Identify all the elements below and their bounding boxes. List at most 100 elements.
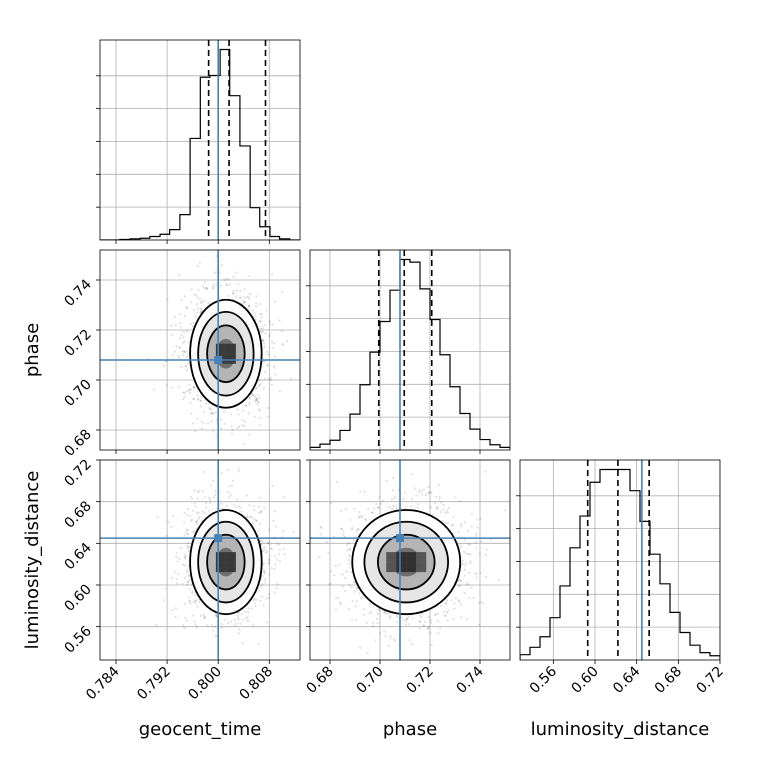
sample-point [227, 491, 230, 494]
sample-point [264, 332, 267, 335]
plot-area [100, 40, 300, 240]
sample-point [220, 418, 223, 421]
sample-point [479, 517, 482, 521]
sample-point [200, 420, 203, 423]
sample-point [179, 546, 182, 549]
sample-point [254, 387, 258, 390]
sample-point [347, 608, 350, 611]
sample-point [421, 493, 424, 496]
sample-point [342, 530, 345, 533]
sample-point [195, 293, 198, 297]
sample-point [196, 522, 199, 526]
panel-frame [309, 459, 511, 661]
contour-line [206, 533, 246, 591]
sample-point [267, 541, 270, 544]
sample-point [427, 625, 430, 628]
sample-point [354, 619, 358, 622]
sample-point [262, 604, 265, 607]
sample-point [359, 646, 362, 649]
sample-point [194, 623, 197, 626]
sample-point [215, 255, 218, 258]
sample-point [253, 601, 257, 605]
sample-point [447, 506, 450, 510]
sample-point [185, 619, 188, 622]
sample-point [193, 398, 196, 401]
sample-point [220, 471, 223, 475]
sample-point [196, 490, 200, 493]
sample-point [224, 618, 227, 621]
sample-point [454, 597, 457, 600]
sample-point [175, 582, 179, 585]
sample-point [347, 559, 351, 562]
sample-point [248, 403, 251, 406]
sample-point [213, 228, 215, 230]
sample-point [387, 644, 390, 647]
density-cell [225, 353, 236, 364]
sample-point [181, 341, 184, 344]
sample-point [429, 631, 432, 634]
sample-point [404, 623, 408, 626]
sample-point [183, 511, 186, 515]
sample-point [227, 294, 230, 297]
sample-point [319, 525, 322, 528]
sample-point [183, 295, 187, 298]
sample-point [187, 546, 191, 549]
sample-point [352, 580, 355, 584]
sample-point [193, 530, 196, 533]
sample-point [186, 542, 190, 545]
sample-point [423, 624, 426, 627]
sample-point [339, 509, 343, 512]
sample-point [240, 510, 243, 513]
sample-point [166, 298, 169, 301]
sample-point [357, 510, 361, 514]
sample-point [376, 622, 379, 625]
sample-point [325, 540, 328, 544]
sample-point [236, 426, 240, 429]
sample-point [187, 341, 191, 344]
sample-point [170, 576, 174, 579]
sample-point [181, 350, 184, 353]
sample-point [348, 555, 352, 558]
sample-point [186, 368, 189, 371]
sample-point [231, 428, 234, 431]
panel-frame [309, 249, 511, 451]
sample-point [258, 379, 261, 382]
sample-point [193, 293, 196, 296]
sample-point [460, 603, 463, 606]
sample-point [199, 399, 202, 402]
sample-point [383, 610, 386, 613]
sample-point [355, 600, 358, 603]
sample-point [189, 322, 192, 326]
sample-point [268, 596, 271, 599]
sample-point [350, 571, 353, 574]
sample-point [166, 384, 169, 387]
x-tick-label: 0.74 [453, 663, 486, 696]
sample-point [372, 625, 375, 628]
sample-point [182, 336, 185, 339]
sample-point [366, 508, 370, 511]
sample-point [242, 618, 245, 621]
sample-point [188, 383, 191, 386]
sample-point [430, 491, 433, 495]
sample-point [236, 408, 239, 411]
sample-point [263, 572, 266, 575]
sample-point [153, 388, 156, 391]
sample-point [440, 501, 443, 504]
sample-point [268, 561, 271, 564]
sample-point [465, 552, 468, 555]
sample-point [186, 529, 189, 532]
sample-point [452, 515, 455, 519]
sample-point [193, 502, 196, 505]
sample-point [465, 583, 468, 587]
sample-point [203, 615, 206, 618]
sample-point [188, 599, 191, 602]
sample-point [460, 545, 463, 548]
sample-point [247, 275, 250, 278]
sample-point [210, 484, 213, 487]
sample-point [170, 386, 174, 389]
sample-point [259, 319, 262, 323]
sample-point [184, 668, 186, 670]
sample-point [332, 535, 336, 538]
plot-area [310, 250, 510, 450]
sample-point [261, 540, 264, 543]
